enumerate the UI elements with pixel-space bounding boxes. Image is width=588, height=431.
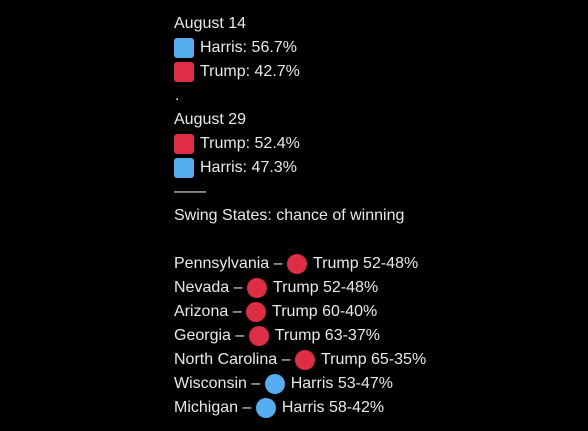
state-row-michigan: Michigan – Harris 58-42% — [174, 396, 580, 420]
divider: —— — [174, 183, 206, 200]
state-row-pennsylvania: Pennsylvania – Trump 52-48% — [174, 252, 580, 276]
state-name: Arizona — [174, 303, 229, 320]
state-result: Trump 52-48% — [272, 279, 379, 296]
blank-line — [174, 228, 580, 252]
state-dash: – — [238, 399, 256, 416]
poll-row-text: Trump: 52.4% — [200, 135, 300, 152]
poll-row-text: Harris: 47.3% — [200, 159, 297, 176]
state-dash: – — [246, 375, 265, 392]
state-name: North Carolina — [174, 351, 278, 368]
state-result: Harris 58-42% — [281, 399, 385, 416]
poll-row-text: Trump: 42.7% — [200, 63, 300, 80]
post-text: August 14 Harris: 56.7% Trump: 42.7% . A… — [174, 12, 580, 420]
state-result: Trump 52-48% — [312, 255, 419, 272]
state-row-wisconsin: Wisconsin – Harris 53-47% — [174, 372, 580, 396]
red-square-icon — [174, 134, 194, 154]
state-name: Georgia — [174, 327, 231, 344]
blue-circle-icon — [255, 398, 276, 418]
red-circle-icon — [294, 350, 315, 370]
state-row-north-carolina: North Carolina – Trump 65-35% — [174, 348, 580, 372]
red-circle-icon — [246, 302, 267, 322]
blue-square-icon — [174, 38, 194, 58]
red-square-icon — [174, 62, 194, 82]
state-dash: – — [230, 327, 249, 344]
state-result: Trump 65-35% — [320, 351, 427, 368]
state-name: Wisconsin — [174, 375, 247, 392]
poll-row-harris-aug29: Harris: 47.3% — [174, 156, 580, 180]
poll-row-text: Harris: 56.7% — [200, 39, 297, 56]
state-name: Michigan — [174, 399, 239, 416]
blue-circle-icon — [264, 374, 285, 394]
separator-dot: . — [175, 87, 180, 104]
state-row-nevada: Nevada – Trump 52-48% — [174, 276, 580, 300]
red-circle-icon — [246, 278, 267, 298]
state-dash: – — [228, 303, 247, 320]
state-row-georgia: Georgia – Trump 63-37% — [174, 324, 580, 348]
red-circle-icon — [248, 326, 269, 346]
state-result: Trump 63-37% — [274, 327, 380, 344]
swing-states-heading: Swing States: chance of winning — [174, 207, 405, 224]
poll-row-trump-aug14: Trump: 42.7% — [174, 60, 580, 84]
state-dash: – — [269, 255, 287, 272]
state-result: Harris 53-47% — [290, 375, 393, 392]
poll-row-trump-aug29: Trump: 52.4% — [174, 132, 580, 156]
state-dash: – — [229, 279, 247, 296]
state-row-arizona: Arizona – Trump 60-40% — [174, 300, 580, 324]
state-name: Pennsylvania — [174, 255, 270, 272]
poll-row-harris-aug14: Harris: 56.7% — [174, 36, 580, 60]
date-august-29: August 29 — [174, 111, 247, 128]
date-august-14: August 14 — [174, 15, 247, 32]
blue-square-icon — [174, 158, 194, 178]
state-name: Nevada — [174, 279, 230, 296]
red-circle-icon — [286, 254, 307, 274]
state-result: Trump 60-40% — [272, 303, 378, 320]
state-dash: – — [277, 351, 295, 368]
